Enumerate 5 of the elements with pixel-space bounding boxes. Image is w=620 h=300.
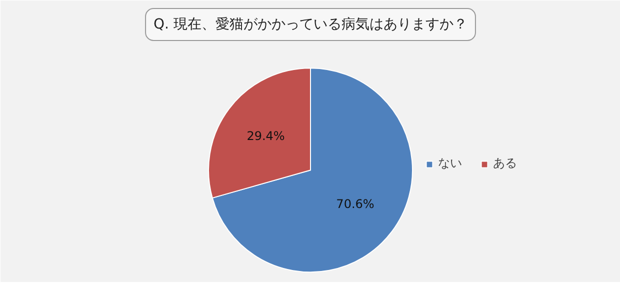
data-label: 70.6%: [336, 197, 374, 211]
data-label: 29.4%: [246, 129, 285, 144]
chart-title: Q. 現在、愛猫がかかっている病気はありますか？: [154, 16, 468, 32]
legend-label: ない: [438, 155, 462, 172]
legend-label: ある: [493, 155, 517, 172]
